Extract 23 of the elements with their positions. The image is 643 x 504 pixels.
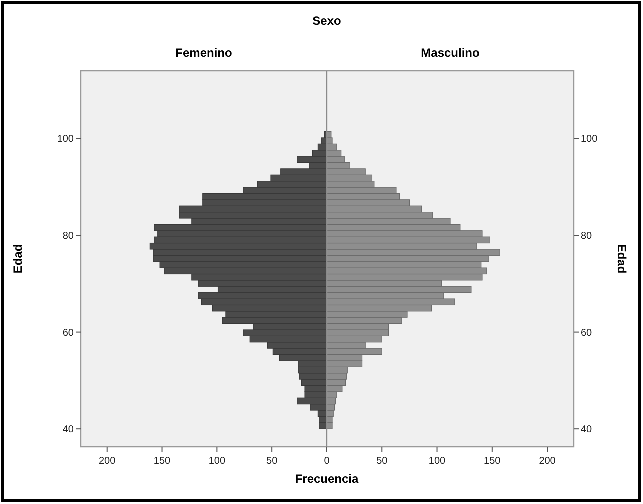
x-tick-label: 0 bbox=[324, 456, 330, 467]
y-tick-label: 40 bbox=[581, 424, 593, 436]
x-tick-label: 50 bbox=[376, 456, 388, 467]
y-tick-label: 60 bbox=[62, 328, 74, 339]
y-axis-title: Edad bbox=[11, 244, 25, 274]
x-axis-title: Frecuencia bbox=[295, 472, 359, 486]
y-tick-label: 40 bbox=[62, 424, 74, 436]
chart-title: Femenino bbox=[176, 46, 232, 60]
x-tick-label: 200 bbox=[539, 456, 556, 467]
y-tick-label: 100 bbox=[581, 134, 598, 146]
y-tick-label: 80 bbox=[581, 231, 593, 242]
y-tick-label: 60 bbox=[581, 328, 593, 339]
x-tick-label: 50 bbox=[266, 456, 278, 467]
chart-title: Masculino bbox=[421, 46, 480, 60]
x-tick-label: 100 bbox=[428, 456, 446, 467]
y-axis-title: Edad bbox=[615, 244, 629, 274]
x-tick-label: 150 bbox=[484, 456, 502, 467]
x-tick-label: 200 bbox=[99, 456, 116, 467]
y-tick-label: 100 bbox=[57, 134, 74, 146]
y-tick-label: 80 bbox=[62, 231, 74, 242]
x-tick-label: 100 bbox=[208, 456, 226, 467]
x-tick-label: 150 bbox=[154, 456, 172, 467]
text: Sexo bbox=[312, 14, 342, 28]
